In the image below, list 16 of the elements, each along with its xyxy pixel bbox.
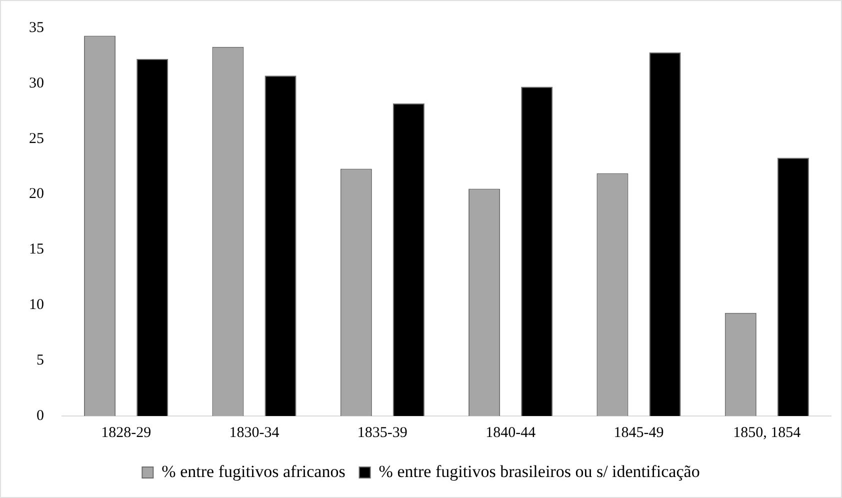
y-tick-label: 30 [29,75,44,92]
x-tick-label: 1840-44 [486,424,536,441]
y-tick-label: 20 [29,186,44,202]
y-tick-label: 0 [36,408,44,424]
y-tick-label: 35 [29,20,44,36]
y-tick-label: 5 [36,352,44,369]
x-tick-label: 1828-29 [101,424,152,441]
y-tick-label: 15 [29,242,44,258]
x-tick-label: 1845-49 [614,424,664,441]
x-tick-label: 1835-39 [357,424,408,441]
y-tick-label: 25 [29,130,44,147]
legend-label: % entre fugitivos brasileiros ou s/ identificação [378,462,700,481]
x-tick-label: 1830-34 [229,424,280,441]
x-tick-label: 1850, 1854 [733,424,802,441]
legend-label: % entre fugitivos africanos [162,462,346,481]
y-tick-label: 10 [29,297,44,314]
